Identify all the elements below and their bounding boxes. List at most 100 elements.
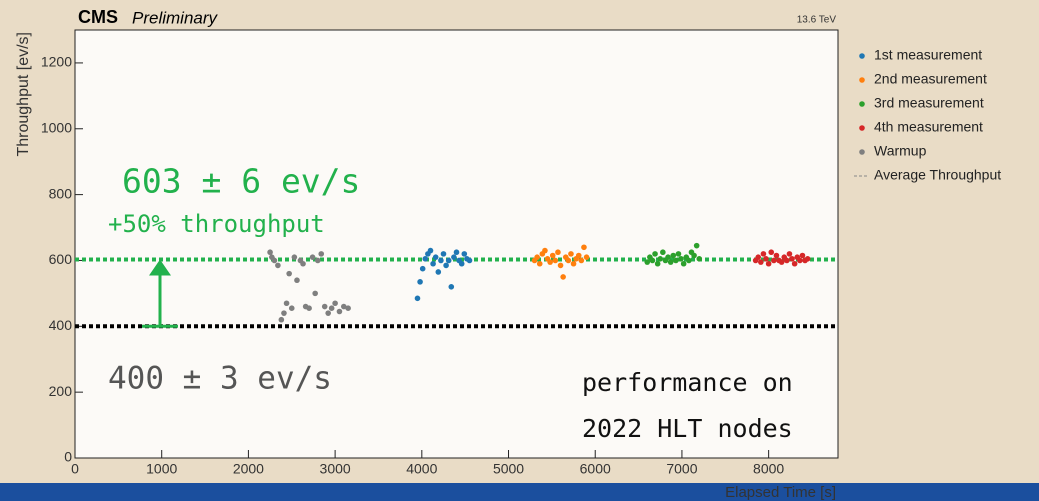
data-point xyxy=(443,263,449,269)
data-point xyxy=(537,261,543,267)
legend-label: Warmup xyxy=(874,143,927,159)
data-point xyxy=(686,258,692,264)
x-tick-label: 6000 xyxy=(580,461,611,477)
data-point xyxy=(553,258,559,264)
legend-marker xyxy=(859,125,865,131)
footer-bar xyxy=(0,483,1039,501)
data-point xyxy=(768,249,774,255)
data-point xyxy=(555,249,561,255)
data-point xyxy=(322,304,328,310)
data-point xyxy=(678,256,684,262)
data-point xyxy=(670,253,676,259)
data-point xyxy=(275,263,281,269)
energy-label: 13.6 TeV xyxy=(797,15,837,26)
data-point xyxy=(279,317,285,323)
legend-label: Average Throughput xyxy=(874,167,1001,183)
data-point xyxy=(272,258,278,264)
data-point xyxy=(435,269,441,275)
y-tick-label: 200 xyxy=(49,383,73,399)
x-tick-label: 3000 xyxy=(320,461,351,477)
data-point xyxy=(761,251,767,257)
x-tick-label: 0 xyxy=(71,461,79,477)
data-point xyxy=(542,248,548,254)
data-point xyxy=(315,258,321,264)
data-point xyxy=(415,296,421,302)
data-point xyxy=(337,309,343,315)
data-point xyxy=(420,266,426,272)
data-point xyxy=(312,291,318,297)
x-tick-label: 8000 xyxy=(753,461,784,477)
data-point xyxy=(558,263,564,269)
data-point xyxy=(417,279,423,285)
data-point xyxy=(441,251,447,257)
data-point xyxy=(566,258,572,264)
data-point xyxy=(550,253,556,259)
data-point xyxy=(560,274,566,280)
y-tick-label: 600 xyxy=(49,251,73,267)
experiment-label: CMS xyxy=(78,7,118,27)
data-point xyxy=(771,258,777,264)
y-tick-label: 1000 xyxy=(41,119,72,135)
data-point xyxy=(284,300,290,306)
data-point xyxy=(660,249,666,255)
data-point xyxy=(292,254,298,260)
data-point xyxy=(657,256,663,262)
data-point xyxy=(650,258,656,264)
data-point xyxy=(294,277,300,283)
data-point xyxy=(325,310,331,316)
data-point xyxy=(547,259,553,265)
data-point xyxy=(655,261,661,267)
data-point xyxy=(676,251,682,257)
data-point xyxy=(691,253,697,259)
legend-marker xyxy=(859,77,865,83)
data-point xyxy=(789,256,795,262)
legend-label: 2nd measurement xyxy=(874,71,987,87)
legend-marker xyxy=(859,149,865,155)
annotation: performance on xyxy=(582,368,793,397)
data-point xyxy=(462,251,468,257)
data-point xyxy=(797,258,803,264)
data-point xyxy=(289,305,295,311)
data-point xyxy=(581,244,587,250)
data-point xyxy=(800,253,806,259)
x-tick-label: 1000 xyxy=(146,461,177,477)
data-point xyxy=(576,253,582,259)
data-point xyxy=(332,300,338,306)
data-point xyxy=(681,261,687,267)
data-point xyxy=(787,251,793,257)
page: CMS Preliminary 13.6 TeV Elapsed Time [s… xyxy=(0,0,1039,501)
data-point xyxy=(454,249,460,255)
data-point xyxy=(438,258,444,264)
data-point xyxy=(774,253,780,259)
data-point xyxy=(281,310,287,316)
data-point xyxy=(584,254,590,260)
x-tick-label: 5000 xyxy=(493,461,524,477)
data-point xyxy=(300,261,306,267)
legend-label: 1st measurement xyxy=(874,47,982,63)
legend-label: 4th measurement xyxy=(874,119,983,135)
data-point xyxy=(673,258,679,264)
status-label: Preliminary xyxy=(132,8,219,27)
annotation: +50% throughput xyxy=(108,210,325,238)
x-tick-label: 4000 xyxy=(406,461,437,477)
data-point xyxy=(534,254,540,260)
data-point xyxy=(467,258,473,264)
y-tick-label: 1200 xyxy=(41,54,72,70)
data-point xyxy=(805,256,811,262)
data-point xyxy=(779,259,785,265)
data-point xyxy=(579,258,585,264)
data-point xyxy=(665,254,671,260)
data-point xyxy=(310,254,316,260)
data-point xyxy=(446,258,452,264)
data-point xyxy=(766,261,772,267)
data-point xyxy=(758,259,764,265)
data-point xyxy=(763,256,769,262)
annotation: 400 ± 3 ev/s xyxy=(108,361,332,397)
data-point xyxy=(451,254,457,260)
y-axis-label: Throughput [ev/s] xyxy=(15,32,32,157)
data-point xyxy=(345,305,351,311)
legend-marker xyxy=(859,101,865,107)
data-point xyxy=(430,261,436,267)
legend-marker xyxy=(859,53,865,59)
y-tick-label: 800 xyxy=(49,185,73,201)
